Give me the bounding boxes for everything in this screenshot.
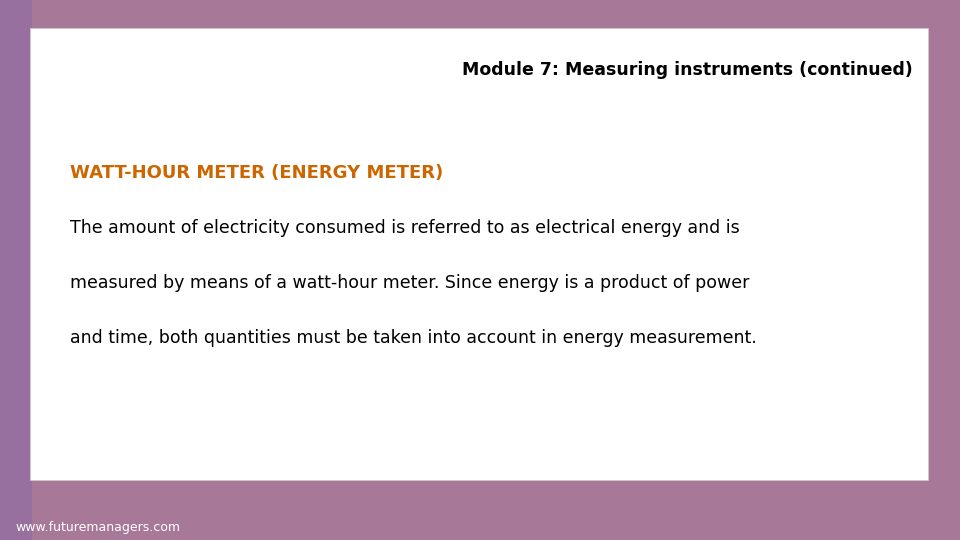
Text: Module 7: Measuring instruments (continued): Module 7: Measuring instruments (continu… — [463, 61, 913, 79]
Text: and time, both quantities must be taken into account in energy measurement.: and time, both quantities must be taken … — [70, 329, 756, 347]
Bar — [0, 0, 32, 540]
Text: measured by means of a watt-hour meter. Since energy is a product of power: measured by means of a watt-hour meter. … — [70, 274, 750, 292]
Text: WATT-HOUR METER (ENERGY METER): WATT-HOUR METER (ENERGY METER) — [70, 164, 444, 182]
Bar — [30, 28, 928, 480]
Text: www.futuremanagers.com: www.futuremanagers.com — [15, 522, 180, 535]
Text: The amount of electricity consumed is referred to as electrical energy and is: The amount of electricity consumed is re… — [70, 219, 740, 237]
